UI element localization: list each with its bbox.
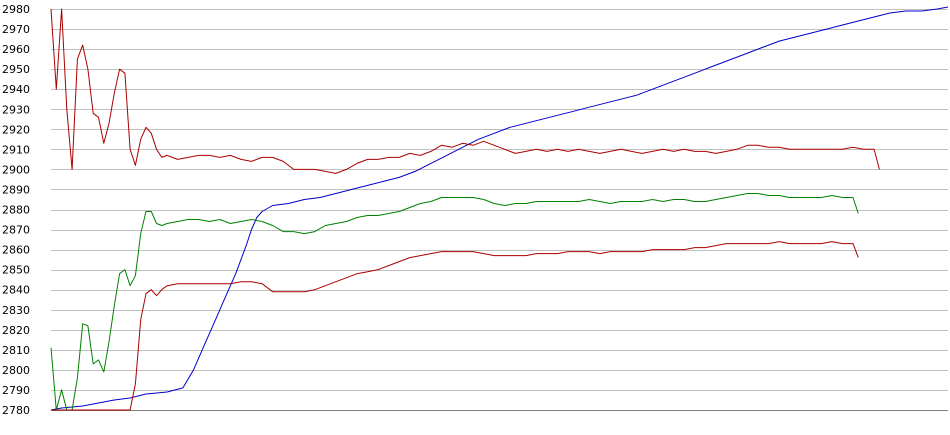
y-tick-label-2910: 2910 [2, 143, 30, 156]
series-line-4 [51, 241, 859, 411]
y-tick-label-2830: 2830 [2, 304, 30, 317]
y-tick-label-2840: 2840 [2, 284, 30, 297]
series-line-2 [50, 8, 880, 174]
y-tick-label-2970: 2970 [2, 23, 30, 36]
y-tick-label-2860: 2860 [2, 244, 30, 257]
y-tick-label-2810: 2810 [2, 344, 30, 357]
y-tick-label-2950: 2950 [2, 63, 30, 76]
gridlines [51, 9, 948, 411]
y-tick-label-2850: 2850 [2, 264, 30, 277]
y-tick-label-2820: 2820 [2, 324, 30, 337]
y-tick-label-2800: 2800 [2, 364, 30, 377]
y-tick-label-2920: 2920 [2, 123, 30, 136]
series-lines [50, 6, 949, 411]
y-tick-label-2940: 2940 [2, 83, 30, 96]
y-tick-label-2790: 2790 [2, 384, 30, 397]
y-tick-label-2930: 2930 [2, 103, 30, 116]
y-tick-label-2900: 2900 [2, 163, 30, 176]
y-tick-label-2880: 2880 [2, 204, 30, 217]
y-axis-tick-labels: 2780 2790 2800 2810 2820 2830 2840 2850 2860 2870… [2, 3, 30, 417]
series-line-1 [50, 6, 949, 411]
y-tick-label-2960: 2960 [2, 43, 30, 56]
series-line-3 [50, 193, 859, 411]
y-tick-label-2980: 2980 [2, 3, 30, 16]
y-tick-label-2780: 2780 [2, 404, 30, 417]
y-tick-label-2890: 2890 [2, 183, 30, 196]
y-tick-label-2870: 2870 [2, 224, 30, 237]
